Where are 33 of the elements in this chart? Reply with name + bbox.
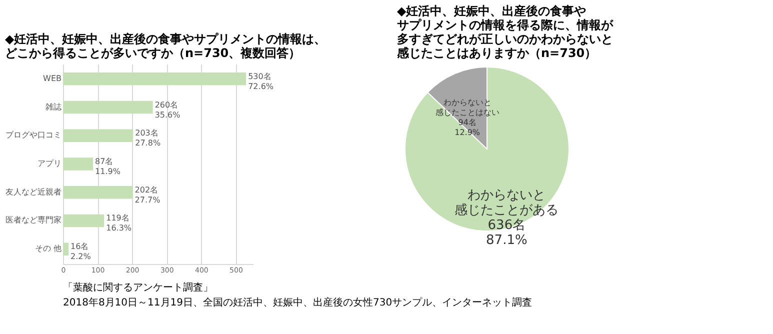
pie-slice (404, 66, 570, 232)
data-label: 94名 12.9% (454, 118, 480, 138)
y-tick-label: ブログや口コミ (6, 130, 62, 140)
bar (63, 129, 134, 142)
text: 多すぎてどれが正しいのかわからないと (397, 32, 613, 46)
bar (63, 242, 69, 256)
text: どこから得ることが多いですか（n=730、複数回答） (5, 46, 301, 60)
text: ◆妊活中、妊娠中、出産後の食事や (397, 4, 586, 18)
bar (63, 100, 153, 114)
y-tick-label: WEB (43, 74, 62, 83)
bar (63, 186, 133, 199)
data-label: 530名 72.6% (248, 72, 274, 91)
text: サプリメントの情報を得る際に、情報が (397, 18, 613, 32)
y-tick-label: 医者など専門家 (6, 216, 62, 225)
data-label: 202名 27.7% (134, 185, 161, 204)
y-tick-label: 友人など近親者 (6, 187, 62, 196)
data-label: 203名 27.8% (135, 128, 161, 148)
y-tick-label: その 他 (34, 244, 62, 254)
text: 「葉酸に関するアンケート調査」 (63, 282, 213, 294)
y-tick-label: アプリ (38, 159, 62, 168)
slice-label: わからないと感じたことがある (454, 188, 559, 218)
text: 感じたことはありますか（n=730） (397, 46, 597, 60)
text: ◆妊活中、妊娠中、出産後の食事やサプリメントの情報は、 (5, 32, 326, 46)
y-tick-label: 雑誌 (46, 102, 62, 112)
text: 2018年8月10日～11月19日、全国の妊活中、妊娠中、出産後の女性730サンプル、インターネット調査 (63, 296, 532, 308)
data-label: 260名 35.6% (154, 100, 181, 120)
bar (63, 72, 246, 86)
data-label: 87名 11.9% (95, 157, 121, 176)
bar (63, 214, 104, 228)
bar (63, 158, 94, 170)
data-label: 119名 16.3% (106, 214, 132, 233)
data-label: 16名 2.2% (70, 242, 92, 262)
data-label: 636名 87.1% (486, 218, 528, 248)
